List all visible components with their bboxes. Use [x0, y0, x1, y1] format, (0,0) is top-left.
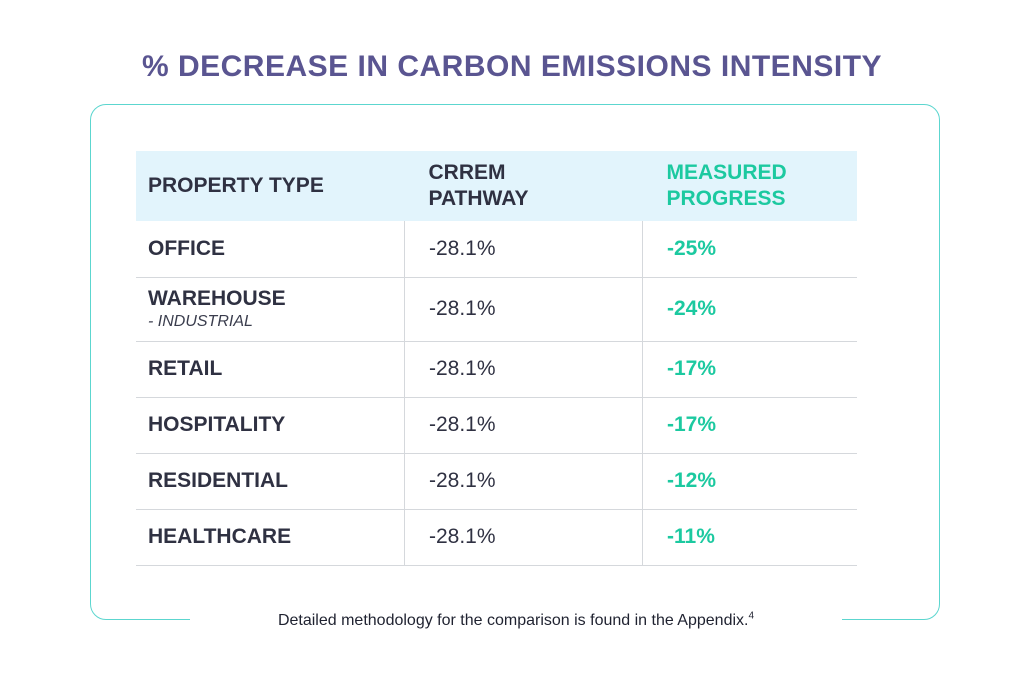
footnote-ref: 4	[748, 610, 755, 622]
cell-property-type: RETAIL	[136, 341, 405, 397]
cell-crrem-pathway: -28.1%	[404, 509, 643, 565]
cell-property-type: HOSPITALITY	[136, 397, 405, 453]
table-header: PROPERTY TYPE CRREM PATHWAY MEASURED PRO…	[136, 151, 857, 221]
cell-measured-progress: -17%	[642, 397, 857, 453]
property-name: OFFICE	[148, 236, 225, 260]
property-subtype: - INDUSTRIAL	[148, 313, 253, 330]
header-crrem-line1: CRREM	[428, 161, 506, 184]
property-name: WAREHOUSE	[148, 287, 286, 310]
cell-crrem-pathway: -28.1%	[404, 397, 643, 453]
table-row: OFFICE -28.1% -25%	[136, 221, 857, 277]
cell-measured-progress: -12%	[642, 453, 857, 509]
header-measured-line2: PROGRESS	[666, 187, 786, 210]
header-measured-line1: MEASURED	[666, 161, 787, 184]
table-row: HOSPITALITY -28.1% -17%	[136, 397, 857, 453]
footnote-text: Detailed methodology for the comparison …	[277, 612, 749, 629]
property-name: HOSPITALITY	[148, 413, 286, 436]
cell-measured-progress: -25%	[642, 221, 857, 277]
property-name: RETAIL	[148, 357, 223, 380]
cell-measured-progress: -17%	[642, 341, 857, 397]
cell-measured-progress: -24%	[642, 277, 857, 341]
cell-crrem-pathway: -28.1%	[404, 341, 643, 397]
table-body: OFFICE -28.1% -25% WAREHOUSE - INDUSTRIAL -28…	[136, 221, 857, 565]
cell-crrem-pathway: -28.1%	[404, 221, 643, 277]
cell-property-type: WAREHOUSE - INDUSTRIAL	[136, 277, 405, 341]
header-property-type: PROPERTY TYPE	[136, 151, 405, 221]
header-measured-progress: MEASURED PROGRESS	[643, 151, 858, 221]
header-crrem-pathway: CRREM PATHWAY	[405, 151, 643, 221]
cell-crrem-pathway: -28.1%	[404, 453, 643, 509]
header-crrem-line2: PATHWAY	[428, 187, 529, 210]
cell-property-type: HEALTHCARE	[136, 509, 405, 565]
cell-crrem-pathway: -28.1%	[404, 277, 643, 341]
table-row: RESIDENTIAL -28.1% -12%	[136, 453, 857, 509]
chart-title: % DECREASE IN CARBON EMISSIONS INTENSITY	[141, 50, 883, 83]
table-row: HEALTHCARE -28.1% -11%	[136, 509, 857, 565]
footnote-container: Detailed methodology for the comparison …	[190, 609, 842, 633]
property-name: RESIDENTIAL	[148, 469, 289, 492]
header-row: PROPERTY TYPE CRREM PATHWAY MEASURED PRO…	[136, 151, 857, 221]
cell-property-type: RESIDENTIAL	[136, 453, 405, 509]
property-name: HEALTHCARE	[148, 525, 292, 548]
emissions-table: PROPERTY TYPE CRREM PATHWAY MEASURED PRO…	[136, 151, 857, 566]
table-row: WAREHOUSE - INDUSTRIAL -28.1% -24%	[136, 277, 857, 341]
cell-property-type: OFFICE	[136, 221, 405, 277]
footnote: Detailed methodology for the comparison …	[277, 610, 755, 629]
cell-measured-progress: -11%	[642, 509, 857, 565]
table-row: RETAIL -28.1% -17%	[136, 341, 857, 397]
header-property-type-label: PROPERTY TYPE	[148, 174, 324, 197]
